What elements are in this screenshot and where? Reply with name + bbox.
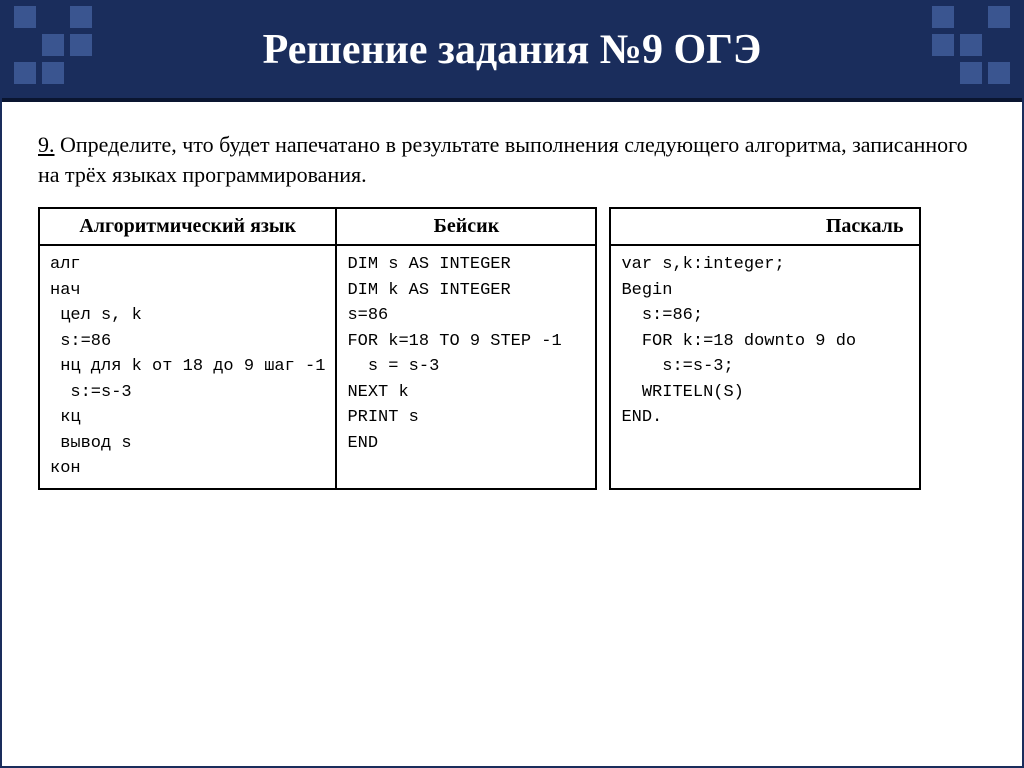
cell-basic-code: DIM s AS INTEGER DIM k AS INTEGER s=86 F… [336,245,596,489]
header-alg: Алгоритмический язык [39,208,336,245]
question-number: 9. [38,132,55,157]
alg-code: алг нач цел s, k s:=86 нц для k от 18 до… [50,252,325,482]
code-tables-row: Алгоритмический язык Бейсик алг нач цел … [38,207,986,490]
basic-code: DIM s AS INTEGER DIM k AS INTEGER s=86 F… [347,252,585,456]
header-basic: Бейсик [336,208,596,245]
slide: Решение задания №9 ОГЭ 9. Определите, чт… [0,0,1024,768]
header-pascal: Паскаль [610,208,920,245]
slide-title: Решение задания №9 ОГЭ [263,26,762,74]
header-decoration-left [14,6,92,84]
slide-content: 9. Определите, что будет напечатано в ре… [2,102,1022,518]
question-text: 9. Определите, что будет напечатано в ре… [38,130,986,189]
code-table-pascal: Паскаль var s,k:integer; Begin s:=86; FO… [609,207,921,490]
cell-alg-code: алг нач цел s, k s:=86 нц для k от 18 до… [39,245,336,489]
question-body: Определите, что будет напечатано в резул… [38,132,968,187]
code-table-main: Алгоритмический язык Бейсик алг нач цел … [38,207,597,490]
header-decoration-right [932,6,1010,84]
slide-header: Решение задания №9 ОГЭ [2,2,1022,102]
cell-pascal-code: var s,k:integer; Begin s:=86; FOR k:=18 … [610,245,920,489]
pascal-code: var s,k:integer; Begin s:=86; FOR k:=18 … [621,252,909,431]
